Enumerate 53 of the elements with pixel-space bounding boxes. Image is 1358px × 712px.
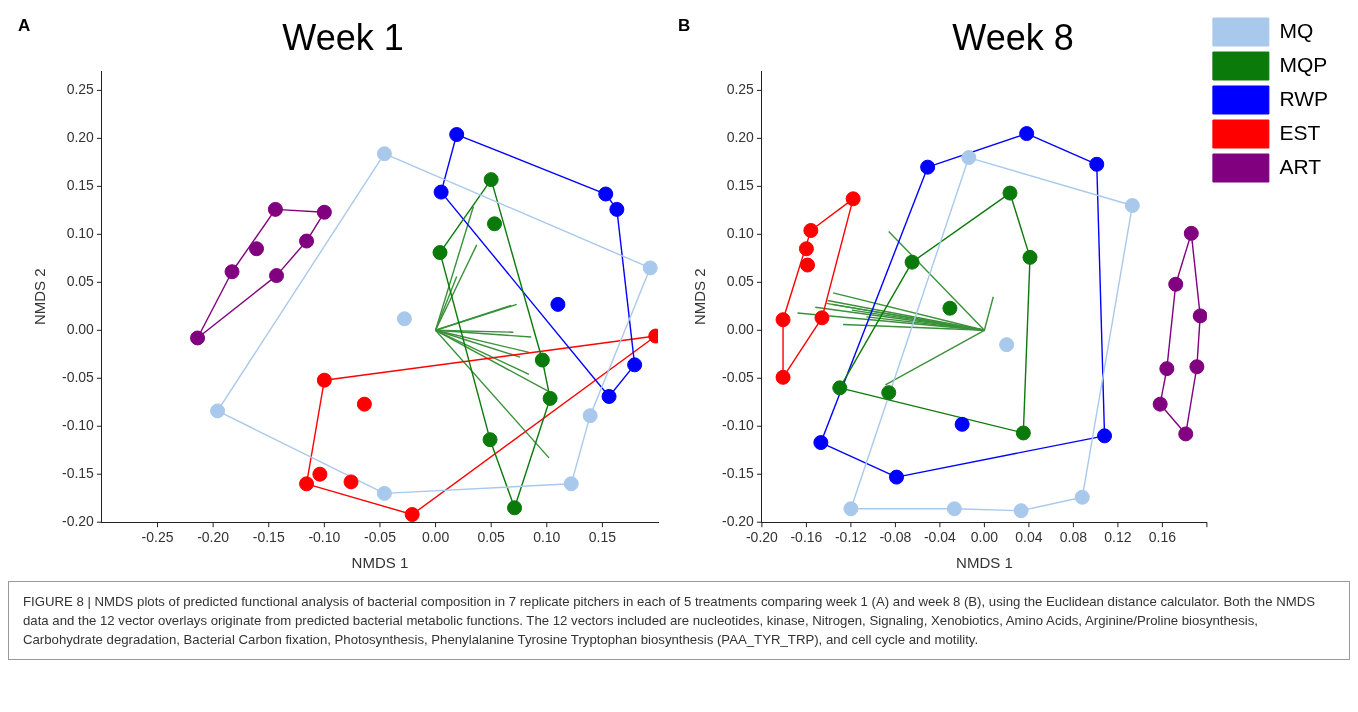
y-tick-label: 0.05 — [66, 273, 95, 290]
y-tick-label: 0.10 — [726, 225, 755, 242]
text: B — [678, 16, 691, 36]
y-tick-label: 0.15 — [66, 177, 95, 194]
x-tick-label: -0.20 — [197, 529, 230, 546]
legend-label: MQ — [1279, 18, 1314, 42]
x-tick-label: 0.00 — [970, 529, 999, 546]
y-tick-label: 0.10 — [66, 225, 95, 242]
x-tick-label: -0.16 — [790, 529, 823, 546]
y-tick-label: 0.00 — [66, 321, 95, 338]
y-tick-label: 0.25 — [66, 81, 95, 98]
text: A — [18, 16, 31, 36]
chart-title: Week 8 — [952, 16, 1074, 58]
x-tick-label: 0.15 — [588, 529, 617, 546]
x-tick-label: 0.00 — [421, 529, 450, 546]
x-tick-label: -0.25 — [141, 529, 174, 546]
x-axis-title: NMDS 1 — [956, 554, 1013, 572]
legend-label: MQP — [1279, 52, 1328, 76]
x-tick-label: 0.08 — [1059, 529, 1088, 546]
caption: FIGURE 8 | NMDS plots of predicted functional analysis of bacterial composition in 7 replicate pitchers in each of 5 treatments comparing week 1 (A) and week 8 (B), using the Euclidean distance calculator. Both the NMDS data and the 12 vector overlays originate from predicted bacterial metabolic functions. The 12 vectors included are nucleotides, kinase, Nitrogen, Signaling, Xenobiotics, Amino Acids, Arginine/Proline biosynthesis, Carbohydrate degradation, Bacterial Carbon fixation, Photosynthesis, Phenylalanine Tyrosine Tryptophan biosynthesis (PAA_TYR_TRP), and cell cycle and motility. — [23, 593, 1317, 649]
x-tick-label: 0.16 — [1148, 529, 1177, 546]
x-tick-label: -0.12 — [834, 529, 868, 546]
y-tick-label: 0.05 — [726, 273, 755, 290]
x-axis-title: NMDS 1 — [351, 554, 409, 572]
x-tick-label: -0.05 — [363, 529, 397, 546]
x-tick-label: 0.10 — [533, 529, 561, 546]
y-tick-label: 0.20 — [66, 129, 95, 146]
x-tick-label: -0.15 — [252, 529, 285, 546]
x-tick-label: -0.04 — [923, 529, 957, 546]
y-tick-label: -0.05 — [61, 369, 95, 386]
x-tick-label: 0.12 — [1104, 529, 1132, 546]
x-tick-label: -0.20 — [745, 529, 779, 546]
legend-label: EST — [1279, 120, 1321, 144]
x-tick-label: 0.05 — [477, 529, 506, 546]
legend-label: ART — [1279, 154, 1322, 178]
y-tick-label: -0.10 — [61, 417, 95, 434]
legend-label: RWP — [1279, 86, 1329, 110]
y-tick-label: -0.20 — [61, 513, 95, 530]
y-tick-label: 0.20 — [726, 129, 755, 146]
y-tick-label: 0.00 — [726, 321, 755, 338]
y-axis-title: NMDS 2 — [31, 268, 49, 326]
x-tick-label: -0.10 — [308, 529, 341, 546]
y-axis-title: NMDS 2 — [691, 268, 709, 326]
y-tick-label: -0.15 — [61, 465, 95, 482]
x-tick-label: 0.04 — [1015, 529, 1043, 546]
y-tick-label: -0.05 — [721, 369, 755, 386]
x-tick-label: -0.08 — [879, 529, 912, 546]
chart-title: Week 1 — [282, 16, 404, 58]
y-tick-label: -0.10 — [721, 417, 755, 434]
y-tick-label: 0.15 — [726, 177, 755, 194]
y-tick-label: -0.15 — [721, 465, 755, 482]
y-tick-label: -0.20 — [721, 513, 755, 530]
y-tick-label: 0.25 — [726, 81, 755, 98]
